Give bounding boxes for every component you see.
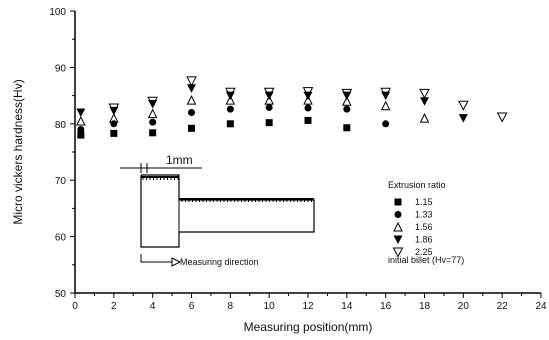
data-point-series-3 — [147, 108, 158, 119]
data-point-series-3 — [109, 113, 119, 123]
x-tick-label: 16 — [380, 301, 392, 312]
data-point-series-3 — [186, 94, 197, 105]
data-point-series-2 — [343, 105, 351, 113]
data-point-series-5 — [108, 103, 120, 114]
legend-label: 1.33 — [415, 210, 433, 220]
data-point-series-2 — [304, 104, 312, 112]
x-tick-label: 20 — [458, 301, 470, 312]
y-tick-label: 100 — [49, 7, 66, 18]
inset-billet-outline — [140, 174, 315, 248]
data-point-series-3 — [264, 94, 274, 105]
y-axis-title: Micro vickers hardness(Hv) — [11, 79, 25, 224]
legend-entries: 1.15 1.33 1.56 1.86 2.25 — [392, 197, 433, 258]
data-point-series-3 — [303, 94, 313, 105]
data-point-series-5 — [341, 88, 353, 99]
legend-marker-5 — [392, 247, 404, 258]
data-point-series-1 — [149, 129, 157, 137]
inset-direction-arrow-line — [140, 254, 172, 263]
legend-marker-2 — [394, 211, 402, 218]
data-point-series-5 — [496, 112, 508, 123]
legend-marker-1 — [394, 198, 402, 206]
data-point-series-2 — [110, 120, 118, 128]
data-point-series-3 — [380, 100, 391, 111]
data-point-series-5 — [419, 88, 430, 99]
data-point-series-3 — [76, 115, 86, 126]
data-point-series-4 — [187, 84, 196, 93]
specimen-inset: 1mm Measuring direction — [120, 153, 315, 267]
data-point-series-5 — [458, 100, 469, 111]
legend-marker-3 — [393, 221, 403, 232]
legend-label: 1.56 — [415, 222, 433, 232]
legend-label: 1.15 — [415, 197, 433, 207]
data-point-series-2 — [382, 120, 390, 128]
data-point-series-1 — [110, 129, 118, 137]
legend-marker-4 — [393, 235, 403, 244]
data-point-series-5 — [263, 87, 275, 98]
inset-direction-arrowhead — [171, 257, 182, 267]
x-tick-label: 6 — [189, 301, 195, 312]
data-point-series-2 — [188, 109, 195, 117]
y-tick-label: 80 — [55, 120, 67, 131]
x-tick-label: 18 — [419, 301, 431, 312]
data-point-series-5 — [380, 87, 391, 98]
data-point-series-3 — [342, 96, 352, 106]
data-point-series-5 — [302, 87, 314, 98]
data-point-series-1 — [188, 124, 195, 132]
data-point-series-4 — [420, 97, 429, 106]
data-point-series-4 — [76, 108, 86, 118]
data-point-series-1 — [77, 131, 85, 139]
data-point-series-1 — [226, 120, 234, 128]
data-point-series-5 — [147, 96, 158, 107]
inset-dimension-label: 1mm — [166, 153, 193, 167]
data-point-series-1 — [343, 124, 351, 132]
data-point-series-4 — [148, 100, 158, 109]
x-tick-label: 10 — [264, 301, 276, 312]
y-tick-label: 90 — [55, 63, 67, 74]
x-tick-label: 12 — [302, 301, 314, 312]
x-tick-label: 24 — [535, 301, 547, 312]
y-tick-label: 60 — [55, 233, 67, 244]
inset-measure-dots — [142, 177, 312, 202]
y-tick-label: 70 — [55, 176, 67, 187]
x-tick-label: 2 — [111, 301, 117, 312]
x-tick-label: 14 — [341, 301, 353, 312]
data-point-series-2 — [226, 105, 234, 113]
data-point-series-5 — [225, 87, 236, 98]
x-tick-label: 22 — [497, 301, 509, 312]
data-point-series-3 — [419, 113, 430, 123]
y-tick-label: 50 — [55, 289, 67, 300]
legend-label: 2.25 — [415, 247, 433, 257]
x-tick-label: 8 — [228, 301, 234, 312]
inset-direction-label: Measuring direction — [180, 257, 259, 267]
data-point-series-1 — [304, 116, 312, 124]
legend-label: 1.86 — [415, 235, 433, 245]
axis-ticks — [70, 10, 542, 298]
data-point-series-4 — [458, 114, 468, 123]
data-point-series-2 — [265, 103, 273, 111]
data-points — [76, 76, 508, 139]
legend-title: Extrusion ratio — [388, 180, 446, 190]
x-tick-label: 4 — [150, 301, 156, 312]
legend-note: initial billet (Hv=77) — [388, 255, 464, 265]
x-axis-title: Measuring position(mm) — [244, 320, 373, 334]
data-point-series-4 — [109, 106, 119, 116]
data-point-series-1 — [265, 119, 273, 127]
x-tick-label: 0 — [72, 301, 78, 312]
data-point-series-5 — [186, 76, 197, 87]
data-point-series-2 — [77, 125, 85, 133]
data-point-series-3 — [225, 94, 236, 105]
legend: Extrusion ratio 1.15 1.33 1.56 1.86 2.25 ini… — [388, 180, 464, 265]
data-point-series-2 — [149, 118, 157, 126]
